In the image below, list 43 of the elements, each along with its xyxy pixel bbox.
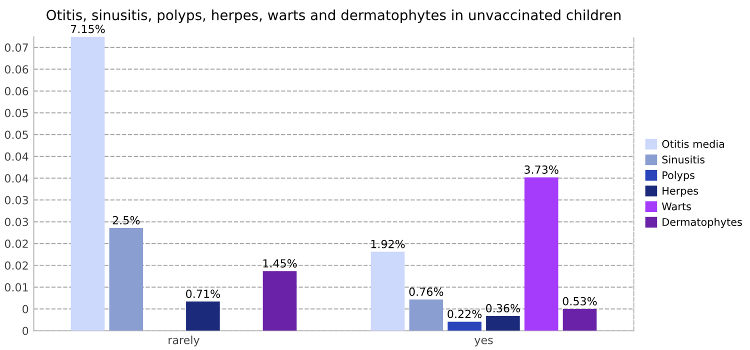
y-tick-label: 0: [22, 304, 28, 314]
x-tick-label: rarely: [168, 336, 200, 346]
bar: [486, 316, 520, 331]
y-tick-label: 0.06: [4, 87, 28, 96]
data-label: 2.5%: [112, 216, 140, 224]
data-label: 0.36%: [486, 304, 520, 312]
data-label: 0.22%: [448, 310, 482, 318]
data-label: 3.73%: [524, 165, 558, 174]
bar: [524, 177, 558, 331]
bar: [370, 252, 405, 331]
bar: [562, 308, 597, 331]
y-tick-label: 0.01: [4, 283, 28, 292]
bar: [109, 228, 144, 331]
bar: [448, 322, 482, 331]
y-tick-label: 0.02: [4, 240, 28, 248]
bar: [262, 271, 297, 331]
y-tick-label: 0.02: [4, 261, 28, 270]
bar: [186, 302, 220, 331]
bar: [409, 300, 444, 331]
y-tick-label: 0.07: [4, 43, 28, 52]
y-tick-label: 0: [22, 326, 28, 336]
bar: [70, 36, 105, 331]
legend-label: Sinusitis: [662, 155, 705, 164]
legend-label: Dermatophytes: [662, 218, 742, 228]
data-label: 1.92%: [371, 240, 405, 248]
legend-label: Herpes: [662, 186, 698, 197]
x-tick-label: yes: [474, 338, 493, 346]
legend-label: Otitis media: [662, 140, 724, 148]
chart-title: Otitis, sinusitis, polyps, herpes, warts and dermatophytes in unvaccinated children: [46, 10, 620, 23]
y-tick-label: 0.04: [4, 174, 28, 183]
legend-label: Warts: [662, 202, 691, 210]
data-label: 1.45%: [263, 259, 297, 268]
data-label: 0.76%: [409, 288, 444, 296]
data-label: 0.71%: [186, 290, 220, 298]
legend-label: Polyps: [662, 171, 694, 182]
y-tick-label: 0.06: [4, 65, 28, 74]
y-tick-label: 0.05: [4, 130, 28, 139]
y-tick-label: 0.03: [4, 196, 28, 204]
data-label: 7.15%: [71, 24, 105, 34]
y-tick-label: 0.04: [4, 152, 28, 161]
data-label: 0.53%: [562, 297, 597, 306]
y-tick-label: 0.05: [4, 108, 28, 118]
y-tick-label: 0.03: [4, 218, 28, 226]
